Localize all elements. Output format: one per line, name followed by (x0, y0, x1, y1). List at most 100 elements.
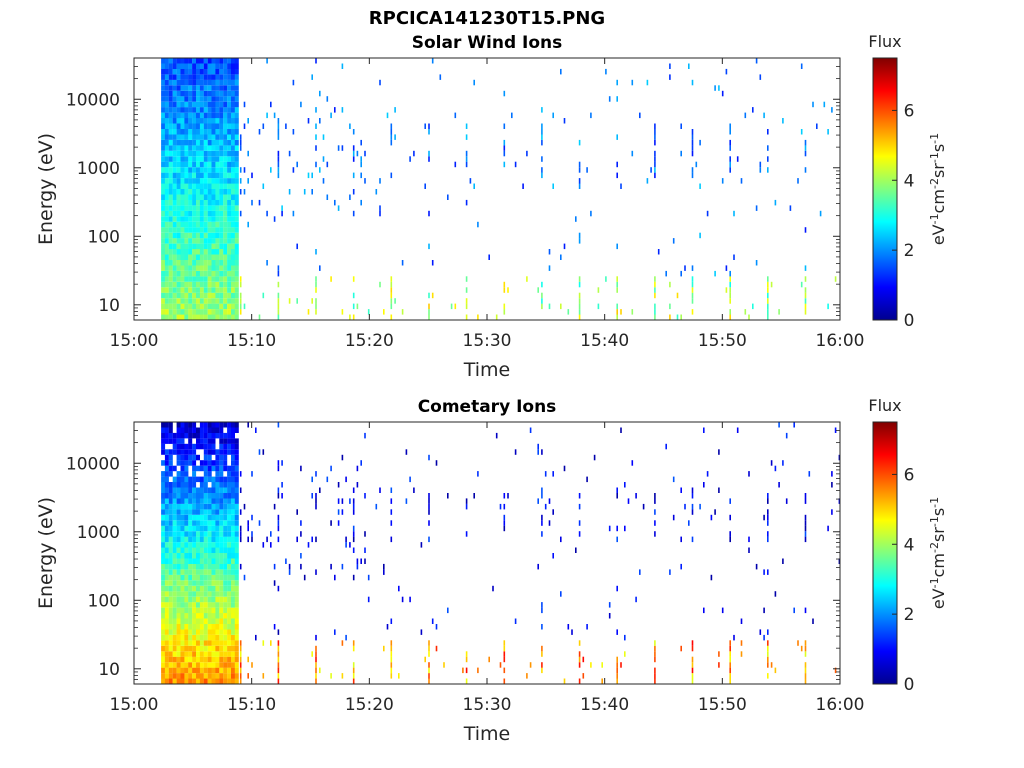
x-tick-label: 15:20 (345, 331, 394, 351)
spectrogram-cell (184, 287, 189, 293)
spectrogram-cell (168, 536, 173, 543)
spectrogram-cell (172, 613, 177, 619)
spectrogram-cell (223, 634, 228, 641)
spectrogram-cell (654, 520, 656, 526)
spectrogram-cell (227, 443, 232, 450)
spectrogram-cell (184, 238, 189, 244)
spectrogram-cell (352, 303, 355, 310)
spectrogram-cell (215, 150, 220, 157)
spectrogram-cell (192, 602, 197, 608)
spectrogram-cell (227, 249, 232, 255)
spectrogram-cell (239, 673, 242, 679)
spectrogram-cell (168, 563, 173, 570)
spectrogram-cell (176, 172, 181, 179)
spectrogram-cell (767, 509, 769, 515)
spectrogram-cell (184, 640, 189, 646)
spectrogram-cell (227, 432, 232, 439)
spectrogram-cell (247, 673, 249, 679)
spectrogram-cell (503, 161, 506, 168)
spectrogram-cell (227, 112, 232, 119)
spectrogram-cell (164, 607, 169, 614)
spectrogram-cell (227, 265, 232, 271)
spectrogram-cell (172, 189, 177, 195)
spectrogram-cell (180, 189, 185, 195)
spectrogram-cell (168, 613, 173, 619)
spectrogram-cell (203, 270, 208, 277)
spectrogram-cell (804, 536, 807, 543)
spectrogram-cell (192, 591, 197, 597)
spectrogram-cell (352, 667, 355, 674)
colorbar-tick-label: 2 (904, 605, 915, 625)
spectrogram-cell (219, 205, 224, 211)
spectrogram-cell (215, 640, 220, 646)
spectrogram-cell (176, 569, 181, 575)
spectrogram-cell (203, 112, 208, 119)
spectrogram-cell (227, 298, 232, 304)
spectrogram-cell (203, 238, 208, 244)
spectrogram-cell (172, 156, 177, 162)
spectrogram-cell (161, 139, 166, 146)
spectrogram-cell (227, 547, 232, 553)
spectrogram-cell (172, 281, 177, 288)
spectrogram-cell (164, 90, 169, 97)
spectrogram-cell (234, 238, 239, 244)
spectrogram-cell (315, 123, 317, 129)
spectrogram-cell (262, 292, 265, 299)
spectrogram-cell (277, 493, 280, 499)
spectrogram-cell (231, 150, 235, 157)
spectrogram-cell (507, 493, 509, 499)
x-tick-label: 15:30 (463, 331, 512, 351)
spectrogram-cell (234, 194, 239, 200)
spectrogram-cell (211, 161, 216, 168)
spectrogram-cell (199, 460, 204, 466)
spectrogram-cell (234, 460, 239, 466)
spectrogram-cell (172, 63, 177, 69)
spectrogram-cell (192, 96, 197, 102)
spectrogram-cell (234, 602, 239, 608)
spectrogram-cell (172, 292, 177, 299)
spectrogram-cell (223, 547, 228, 553)
spectrogram-cell (234, 493, 239, 499)
spectrogram-cell (207, 449, 212, 455)
spectrogram-cell (631, 79, 634, 86)
spectrogram-cell (349, 194, 351, 200)
spectrogram-cell (203, 558, 208, 564)
spectrogram-cell (219, 640, 224, 646)
spectrogram-cell (203, 443, 208, 450)
spectrogram-cell (804, 520, 807, 526)
spectrogram-cell (192, 673, 197, 679)
spectrogram-cell (192, 63, 197, 69)
spectrogram-cell (207, 134, 212, 140)
spectrogram-cell (729, 678, 731, 684)
spectrogram-cell (375, 189, 378, 195)
spectrogram-cell (793, 607, 795, 614)
spectrogram-cell (215, 96, 220, 102)
spectrogram-cell (184, 309, 189, 315)
spectrogram-cell (219, 613, 224, 619)
spectrogram-cell (219, 531, 224, 537)
spectrogram-cell (211, 129, 216, 135)
spectrogram-cell (231, 531, 235, 537)
spectrogram-cell (251, 471, 253, 477)
spectrogram-cell (199, 558, 204, 564)
spectrogram-cell (616, 525, 618, 532)
spectrogram-cell (211, 249, 216, 255)
spectrogram-cell (184, 276, 189, 282)
spectrogram-cell (207, 129, 212, 135)
spectrogram-cell (548, 249, 551, 255)
spectrogram-cell (199, 624, 204, 630)
spectrogram-cell (188, 63, 193, 69)
spectrogram-cell (227, 558, 232, 564)
spectrogram-cell (161, 199, 166, 206)
spectrogram-cell (164, 618, 169, 624)
spectrogram-cell (164, 101, 169, 108)
spectrogram-cell (161, 596, 166, 603)
spectrogram-cell (199, 432, 204, 439)
spectrogram-cell (223, 270, 228, 277)
spectrogram-cell (669, 63, 671, 69)
spectrogram-cell (168, 547, 173, 553)
spectrogram-cell (219, 292, 224, 299)
spectrogram-cell (207, 254, 212, 260)
spectrogram-cell (199, 85, 204, 91)
spectrogram-cell (164, 460, 169, 466)
